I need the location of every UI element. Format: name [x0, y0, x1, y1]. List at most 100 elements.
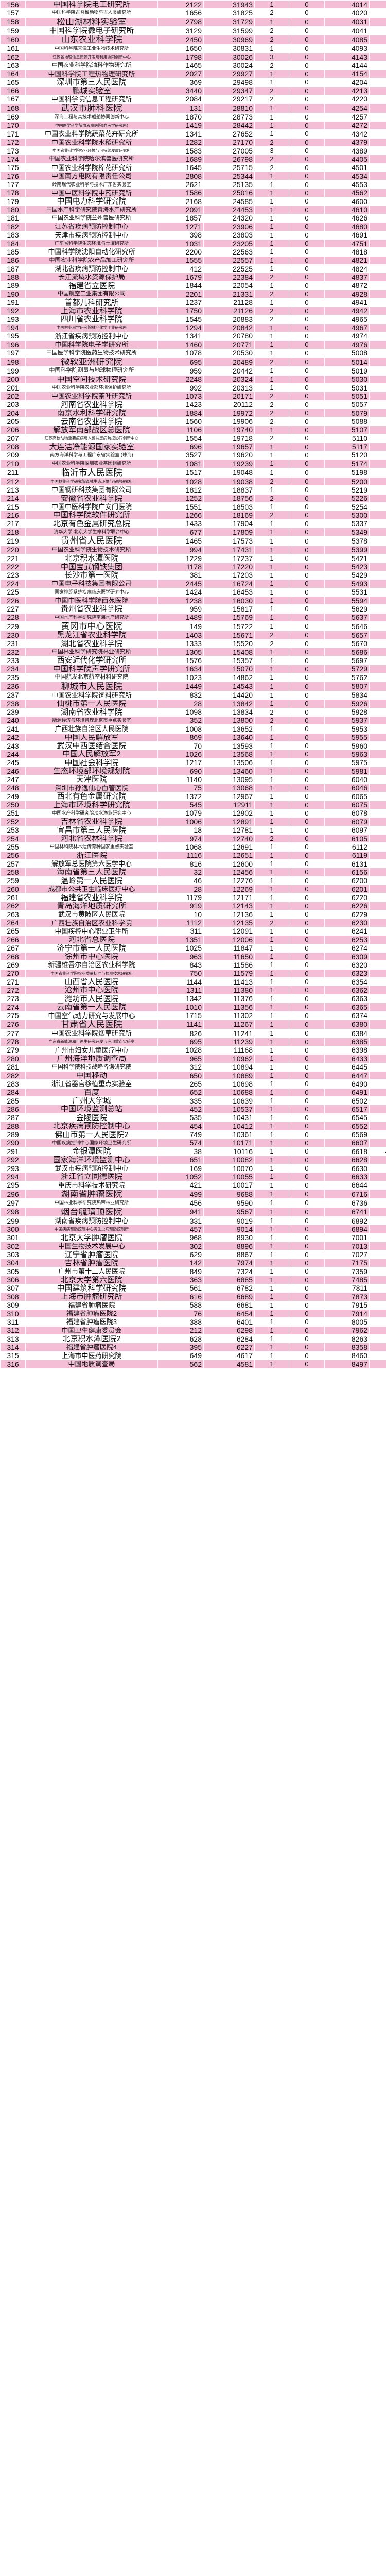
cell-rank: 201: [0, 383, 26, 393]
cell-v3: 2: [254, 26, 289, 36]
cell-v6: -108: [369, 775, 386, 784]
cell-v4: 0: [289, 1105, 325, 1114]
cell-v4: 0: [289, 205, 325, 214]
cell-rank: 240: [0, 716, 26, 725]
cell-rank: 180: [0, 205, 26, 214]
cell-v6: 0: [369, 146, 386, 156]
cell-v6: -89: [369, 281, 386, 291]
cell-v4: 0: [289, 724, 325, 734]
cell-rank: 226: [0, 596, 26, 605]
cell-v5: 6200: [324, 876, 370, 886]
cell-v4: 0: [289, 699, 325, 708]
cell-v2: 11413: [203, 977, 255, 987]
cell-v2: 30024: [203, 61, 255, 70]
cell-v6: 174: [369, 1275, 386, 1284]
table-row: 203河南省农业科学院14232011220505726: [0, 400, 386, 410]
cell-v3: 1: [254, 554, 289, 563]
cell-rank: 172: [0, 138, 26, 147]
cell-rank: 283: [0, 1079, 26, 1089]
cell-rank: 202: [0, 392, 26, 401]
cell-v3: 1: [254, 348, 289, 358]
cell-rank: 219: [0, 536, 26, 546]
cell-v2: 20171: [203, 392, 255, 401]
cell-rank: 228: [0, 613, 26, 622]
cell-name: 中国林业科学研究院森林生态环境与保护研究所: [25, 477, 158, 486]
cell-rank: 304: [0, 1258, 26, 1268]
cell-v3: 1: [254, 901, 289, 911]
cell-rank: 243: [0, 741, 26, 751]
table-row: 238仙桃市第一人民医院2813842105926585: [0, 699, 386, 708]
cell-v3: 1: [254, 783, 289, 793]
cell-v3: 1: [254, 230, 289, 240]
table-row: 260成都市公共卫生临床医疗中心2812269106201703: [0, 885, 386, 894]
cell-rank: 214: [0, 494, 26, 503]
cell-v4: 0: [289, 1079, 325, 1089]
cell-v5: 6040: [324, 775, 370, 784]
cell-name: 中国中医科学院广安门医院: [25, 502, 158, 512]
cell-v2: 6401: [203, 1317, 255, 1327]
cell-rank: 193: [0, 315, 26, 324]
cell-v2: 19718: [203, 434, 255, 443]
cell-name: 河北省农林科学院: [25, 834, 158, 843]
cell-v5: 6220: [324, 893, 370, 902]
cell-v2: 14543: [203, 681, 255, 691]
cell-v6: -51: [369, 716, 386, 725]
cell-v3: 1: [254, 1088, 289, 1097]
cell-v3: 1: [254, 375, 289, 384]
cell-rank: 206: [0, 425, 26, 435]
cell-v2: 10962: [203, 1054, 255, 1063]
cell-v5: 5107: [324, 425, 370, 435]
cell-v4: 0: [289, 35, 325, 45]
cell-v5: 4144: [324, 61, 370, 70]
cell-v1: 919: [157, 901, 204, 911]
cell-name: 中国水产科学研究院淡水渔业研究中心: [25, 808, 158, 818]
cell-v2: 10639: [203, 1096, 255, 1106]
cell-rank: 302: [0, 1242, 26, 1251]
cell-v1: 963: [157, 952, 204, 961]
cell-v1: 1144: [157, 977, 204, 987]
cell-v2: 12143: [203, 901, 255, 911]
cell-v3: 1: [254, 690, 289, 700]
cell-rank: 307: [0, 1283, 26, 1293]
cell-v3: 1: [254, 1189, 289, 1199]
table-row: 259温岭第一人民医院4612276106200703: [0, 876, 386, 886]
cell-v3: 1: [254, 621, 289, 632]
cell-v3: 1: [254, 868, 289, 877]
cell-rank: 288: [0, 1122, 26, 1131]
cell-v4: 0: [289, 26, 325, 36]
cell-v3: 1: [254, 910, 289, 919]
cell-v6: -105: [369, 750, 386, 759]
cell-rank: 183: [0, 230, 26, 240]
cell-v5: 5429: [324, 570, 370, 580]
cell-v1: 1857: [157, 213, 204, 223]
cell-v6: -1101: [369, 1147, 386, 1156]
cell-v6: -77: [369, 1267, 386, 1276]
cell-rank: 315: [0, 1351, 26, 1361]
cell-v1: 18: [157, 825, 204, 835]
cell-v4: 0: [289, 994, 325, 1004]
cell-v1: 750: [157, 969, 204, 978]
cell-v4: 0: [289, 817, 325, 826]
cell-rank: 241: [0, 724, 26, 734]
cell-name: 中国卫生健康委员会: [25, 1326, 158, 1335]
cell-v2: 10017: [203, 1180, 255, 1190]
cell-v3: 1: [254, 1283, 289, 1293]
cell-v6: 1039: [369, 511, 386, 520]
cell-name: 中国农业科学院烟草研究所: [25, 1029, 158, 1038]
cell-v3: 2: [254, 61, 289, 70]
cell-v6: -112: [369, 1258, 386, 1268]
